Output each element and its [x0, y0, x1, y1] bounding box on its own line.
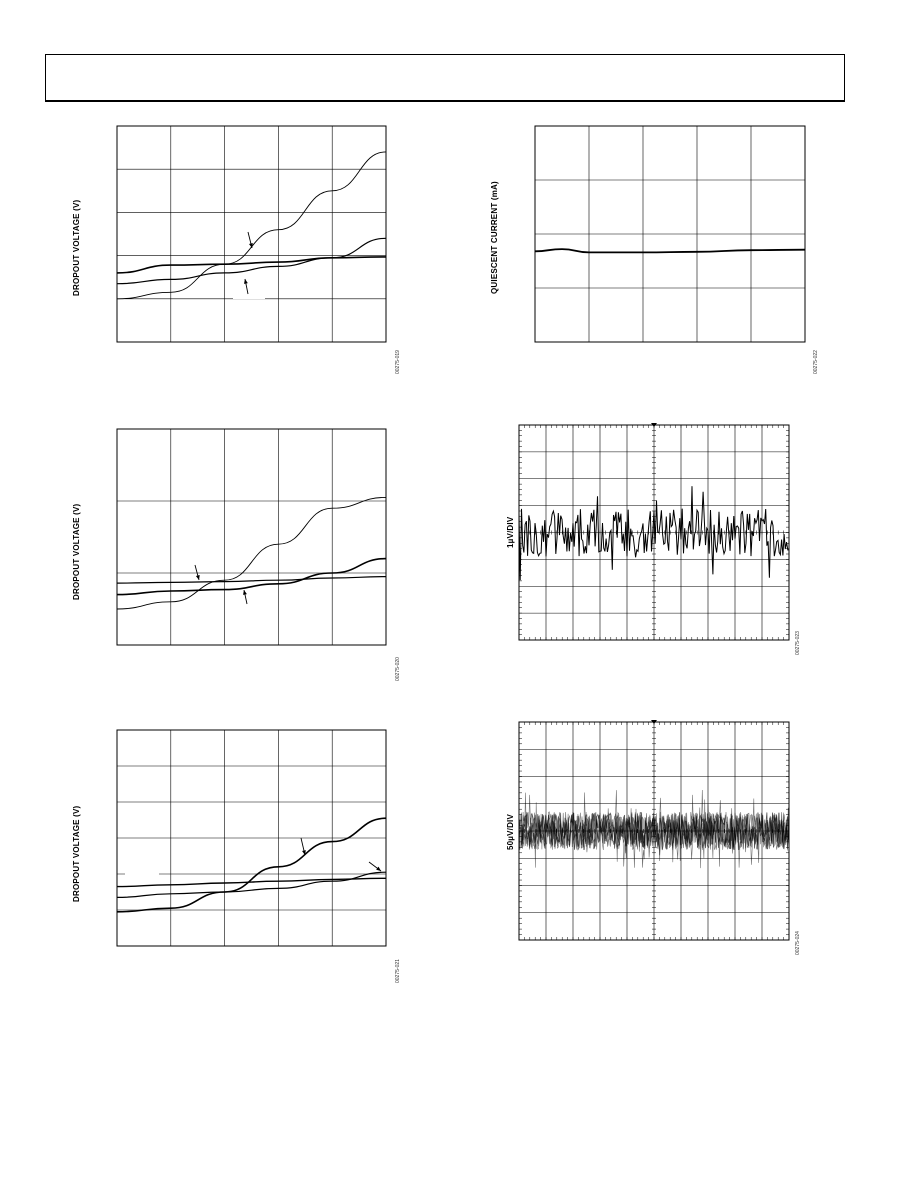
figure-dropout-voltage-3 [116, 729, 387, 947]
figure-id: 00275-020 [395, 657, 401, 681]
chart-dropout-voltage-1 [116, 125, 387, 343]
y-axis-label: DROPOUT VOLTAGE (V) [72, 805, 81, 902]
y-axis-label: QUIESCENT CURRENT (mA) [490, 181, 499, 294]
y-axis-label: 1µV/DIV [506, 516, 515, 548]
y-axis-label: DROPOUT VOLTAGE (V) [72, 199, 81, 296]
chart-dropout-voltage-2 [116, 428, 387, 646]
chart-dropout-voltage-3 [116, 729, 387, 947]
series-line [116, 557, 387, 596]
series-line [116, 237, 387, 285]
series-line [116, 256, 387, 274]
y-axis-label: 50µV/DIV [506, 813, 515, 850]
chart-quiescent-current [534, 125, 806, 343]
series-line [534, 248, 806, 254]
series-line [116, 817, 387, 913]
figure-noise-50uv [518, 720, 790, 941]
series-line [116, 151, 387, 300]
series-line [518, 486, 790, 581]
page-header-box [45, 54, 845, 102]
series-line [518, 797, 790, 869]
figure-id: 00275-023 [795, 631, 801, 655]
series-line [116, 877, 387, 888]
chart-noise-1uv [518, 423, 790, 641]
y-axis-label: DROPOUT VOLTAGE (V) [72, 503, 81, 600]
figure-id: 00275-022 [813, 350, 819, 374]
figure-id: 00275-024 [795, 931, 801, 955]
plot-frame [116, 125, 387, 343]
series-line [116, 871, 387, 898]
series-line [116, 496, 387, 610]
figure-quiescent-current [534, 125, 806, 343]
annotation-arrowhead [243, 279, 248, 284]
trigger-marker [651, 423, 657, 427]
figure-dropout-voltage-1 [116, 125, 387, 343]
figure-dropout-voltage-2 [116, 428, 387, 646]
figure-id: 00275-019 [395, 350, 401, 374]
series-line [116, 576, 387, 584]
figure-noise-1uv [518, 423, 790, 641]
figure-id: 00275-021 [395, 959, 401, 983]
chart-noise-50uv [518, 720, 790, 941]
annotation-arrowhead [248, 243, 253, 248]
series-line [518, 792, 790, 867]
annotation-arrowhead [243, 590, 247, 595]
trigger-marker [651, 720, 657, 724]
annotation-arrowhead [302, 850, 306, 855]
annotation-arrowhead [195, 575, 200, 580]
plot-frame [116, 428, 387, 646]
annotation-arrowhead [376, 866, 381, 871]
